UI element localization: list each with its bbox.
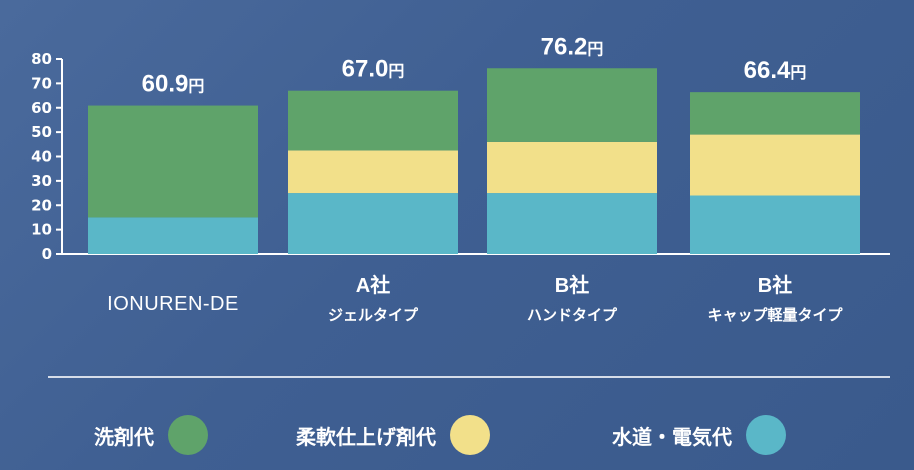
category-label: A社 [356, 273, 390, 297]
y-tick-label: 0 [42, 245, 52, 263]
category-sublabel: ハンドタイプ [527, 306, 618, 324]
bar-segment-3-0 [690, 195, 860, 254]
bar-segment-1-1 [288, 150, 458, 194]
legend: 洗剤代 柔軟仕上げ剤代 水道・電気代 [0, 412, 914, 458]
y-tick-label: 20 [31, 196, 52, 214]
bar-segment-3-1 [690, 134, 860, 196]
legend-item-utilities: 水道・電気代 [612, 412, 786, 458]
category-label: IONUREN-DE [107, 293, 239, 315]
y-tick-label: 80 [31, 50, 52, 68]
total-label: 66.4円 [744, 57, 807, 84]
bar-segment-0-0 [88, 217, 258, 254]
y-tick-label: 30 [31, 172, 52, 190]
category-sublabel: ジェルタイプ [328, 306, 419, 324]
legend-swatch [168, 415, 208, 455]
total-label: 67.0円 [342, 56, 405, 83]
bar-segment-3-2 [690, 92, 860, 135]
bar-segment-2-2 [487, 68, 657, 142]
total-label: 60.9円 [142, 71, 205, 98]
y-tick-label: 60 [31, 99, 52, 117]
bar-segment-1-2 [288, 90, 458, 151]
bar-segment-0-2 [88, 105, 258, 218]
legend-item-softener: 柔軟仕上げ剤代 [296, 412, 490, 458]
y-tick-label: 10 [31, 221, 52, 239]
legend-label: 洗剤代 [94, 424, 154, 449]
category-sublabel: キャップ軽量タイプ [707, 306, 843, 324]
stacked-bar-chart: 0 10 20 30 40 50 60 70 80 60.9円 IONUREN-DE 67.0円 A社… [31, 33, 860, 324]
bar-segment-1-0 [288, 193, 458, 254]
bar-segment-2-1 [487, 141, 657, 194]
bar-segment-2-0 [487, 193, 657, 254]
y-tick-label: 40 [31, 148, 52, 166]
legend-label: 柔軟仕上げ剤代 [296, 424, 436, 449]
divider-line [48, 376, 890, 378]
y-tick-label: 50 [31, 123, 52, 141]
total-label: 76.2円 [541, 33, 604, 60]
category-label: B社 [758, 273, 792, 297]
legend-swatch [450, 415, 490, 455]
legend-label: 水道・電気代 [612, 424, 732, 449]
y-tick-label: 70 [31, 74, 52, 92]
category-label: B社 [555, 273, 589, 297]
legend-swatch [746, 415, 786, 455]
bars [88, 68, 860, 254]
legend-item-detergent: 洗剤代 [94, 412, 208, 458]
